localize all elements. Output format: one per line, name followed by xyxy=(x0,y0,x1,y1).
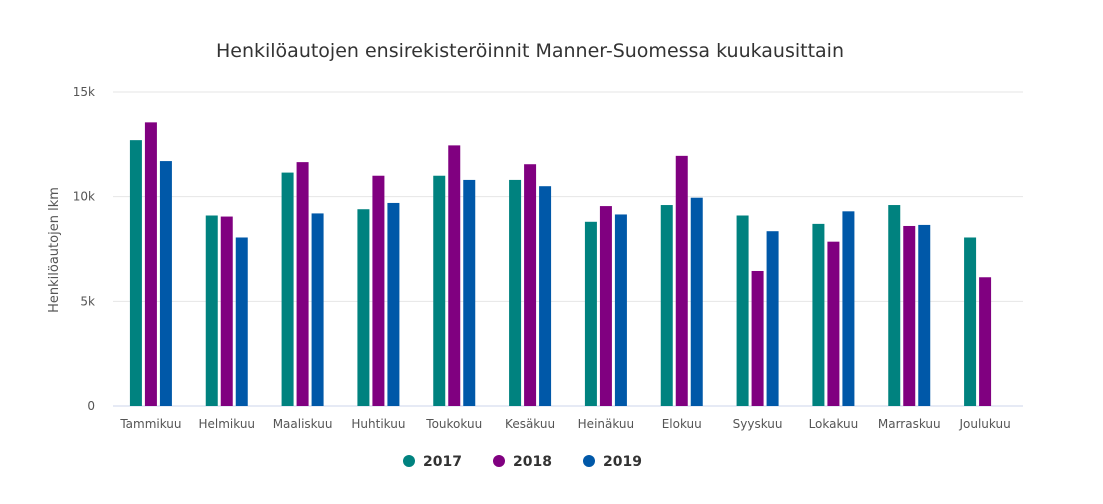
bar-2019-marraskuu[interactable] xyxy=(918,224,931,406)
bar-2019-syyskuu[interactable] xyxy=(766,231,779,406)
x-tick-label: Marraskuu xyxy=(878,417,941,431)
legend-marker xyxy=(583,455,595,467)
x-tick-label: Maaliskuu xyxy=(273,417,333,431)
bar-2017-elokuu[interactable] xyxy=(660,205,673,406)
bar-2018-huhtikuu[interactable] xyxy=(372,175,385,406)
legend[interactable]: 2017 2018 2019 xyxy=(403,454,642,470)
bar-2017-marraskuu[interactable] xyxy=(888,205,901,406)
bar-2018-heinäkuu[interactable] xyxy=(599,206,612,406)
bars xyxy=(129,122,992,406)
bar-2018-tammikuu[interactable] xyxy=(144,122,157,406)
bar-2018-syyskuu[interactable] xyxy=(751,270,764,406)
bar-2017-lokakuu[interactable] xyxy=(812,223,825,406)
x-axis-ticks: Tammikuu Helmikuu Maaliskuu Huhtikuu Toukoku… xyxy=(119,417,1010,431)
x-tick-label: Tammikuu xyxy=(119,417,181,431)
bar-2017-tammikuu[interactable] xyxy=(129,140,142,406)
x-tick-label: Elokuu xyxy=(662,417,702,431)
x-tick-label: Toukokuu xyxy=(425,417,482,431)
bar-2018-lokakuu[interactable] xyxy=(827,241,840,406)
legend-label: 2017 xyxy=(423,454,462,470)
bar-2017-maaliskuu[interactable] xyxy=(281,172,294,406)
bar-2019-kesäkuu[interactable] xyxy=(539,186,552,406)
y-tick-label: 15k xyxy=(73,85,95,99)
legend-item-2019[interactable]: 2019 xyxy=(583,454,642,470)
bar-2017-huhtikuu[interactable] xyxy=(357,209,370,406)
legend-marker xyxy=(493,455,505,467)
bar-2018-marraskuu[interactable] xyxy=(903,225,916,406)
x-tick-label: Kesäkuu xyxy=(505,417,555,431)
bar-2018-joulukuu[interactable] xyxy=(979,277,992,406)
legend-label: 2019 xyxy=(603,454,642,470)
bar-2019-heinäkuu[interactable] xyxy=(614,214,627,406)
y-tick-label: 5k xyxy=(80,294,95,308)
x-tick-label: Lokakuu xyxy=(809,417,859,431)
bar-2017-joulukuu[interactable] xyxy=(964,237,977,406)
y-axis-label: Henkilöautojen lkm xyxy=(47,187,62,313)
bar-2018-helmikuu[interactable] xyxy=(220,216,233,406)
legend-label: 2018 xyxy=(513,454,552,470)
y-axis-ticks: 0 5k 10k 15k xyxy=(73,85,95,413)
chart-title: Henkilöautojen ensirekisteröinnit Manner… xyxy=(216,40,844,62)
bar-2017-heinäkuu[interactable] xyxy=(584,221,597,406)
bar-2019-toukokuu[interactable] xyxy=(463,179,476,406)
bar-2018-elokuu[interactable] xyxy=(675,155,688,406)
bar-2019-tammikuu[interactable] xyxy=(159,161,172,406)
bar-2019-huhtikuu[interactable] xyxy=(387,202,400,406)
y-tick-label: 10k xyxy=(73,190,95,204)
x-tick-label: Syyskuu xyxy=(733,417,783,431)
bar-2019-helmikuu[interactable] xyxy=(235,237,248,406)
y-tick-label: 0 xyxy=(87,399,95,413)
legend-item-2017[interactable]: 2017 xyxy=(403,454,462,470)
bar-2018-kesäkuu[interactable] xyxy=(524,164,537,406)
bar-2017-kesäkuu[interactable] xyxy=(509,179,522,406)
bar-2017-syyskuu[interactable] xyxy=(736,215,749,406)
x-tick-label: Huhtikuu xyxy=(351,417,405,431)
bar-2017-helmikuu[interactable] xyxy=(205,215,218,406)
bar-2018-toukokuu[interactable] xyxy=(448,145,461,406)
grid-lines xyxy=(113,91,1023,407)
bar-2018-maaliskuu[interactable] xyxy=(296,162,309,406)
x-tick-label: Heinäkuu xyxy=(578,417,635,431)
legend-marker xyxy=(403,455,415,467)
x-tick-label: Joulukuu xyxy=(958,417,1010,431)
bar-2019-lokakuu[interactable] xyxy=(842,211,855,406)
bar-2017-toukokuu[interactable] xyxy=(433,175,446,406)
bar-2019-elokuu[interactable] xyxy=(690,197,703,406)
x-tick-label: Helmikuu xyxy=(198,417,255,431)
legend-item-2018[interactable]: 2018 xyxy=(493,454,552,470)
bar-2019-maaliskuu[interactable] xyxy=(311,213,324,406)
